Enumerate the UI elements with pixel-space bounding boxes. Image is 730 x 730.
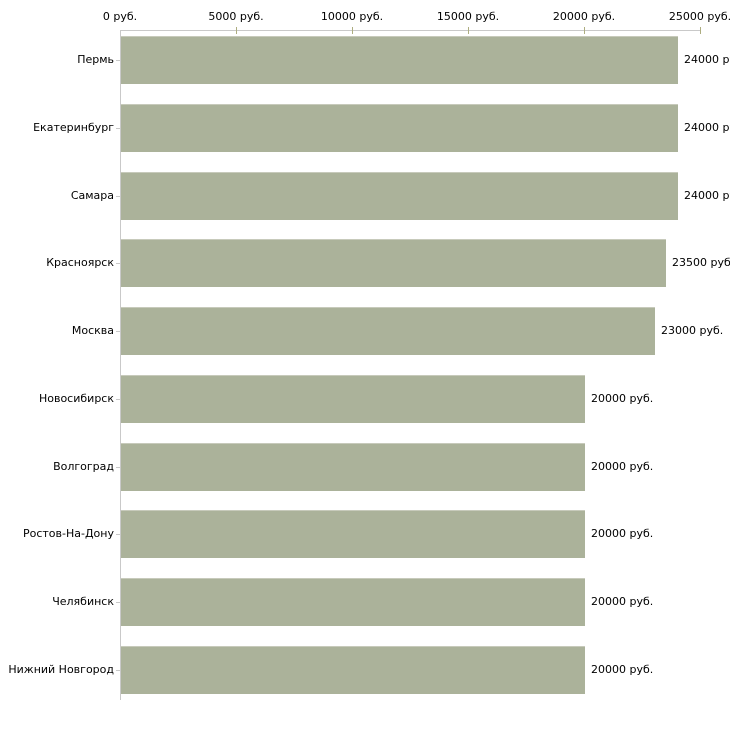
y-axis-tick xyxy=(116,128,120,129)
x-axis-tick-label: 0 руб. xyxy=(102,10,138,23)
bar-value-label: 23000 руб. xyxy=(661,324,724,337)
x-axis-tick-label: 10000 руб. xyxy=(320,10,384,23)
bar xyxy=(121,104,678,152)
bar-value-label: 24000 руб. xyxy=(684,121,730,134)
x-axis-tick-label: 5000 руб. xyxy=(208,10,264,23)
y-axis-tick xyxy=(116,467,120,468)
bar xyxy=(121,307,655,355)
bar xyxy=(121,36,678,84)
bar xyxy=(121,510,585,558)
category-label: Красноярск xyxy=(46,256,114,269)
bar-value-label: 24000 руб. xyxy=(684,189,730,202)
category-label: Москва xyxy=(71,324,114,337)
bar xyxy=(121,646,585,694)
y-axis-tick xyxy=(116,263,120,264)
x-axis-tick xyxy=(352,27,353,34)
y-axis-tick xyxy=(116,60,120,61)
x-axis-tick-label: 20000 руб. xyxy=(552,10,616,23)
bar-value-label: 23500 руб. xyxy=(672,256,730,269)
bar xyxy=(121,443,585,491)
category-label: Екатеринбург xyxy=(33,121,114,134)
category-label: Новосибирск xyxy=(38,392,114,405)
y-axis-tick xyxy=(116,534,120,535)
x-axis-tick-label: 15000 руб. xyxy=(436,10,500,23)
y-axis-tick xyxy=(116,196,120,197)
y-axis-tick xyxy=(116,331,120,332)
x-axis-tick-label: 25000 руб. xyxy=(668,10,730,23)
category-label: Самара xyxy=(70,189,114,202)
bar-value-label: 20000 руб. xyxy=(591,527,654,540)
bar-value-label: 20000 руб. xyxy=(591,460,654,473)
category-label: Нижний Новгород xyxy=(8,663,114,676)
bar-value-label: 20000 руб. xyxy=(591,392,654,405)
category-label: Пермь xyxy=(77,53,114,66)
y-axis-tick xyxy=(116,670,120,671)
x-axis-tick xyxy=(584,27,585,34)
x-axis-line xyxy=(120,30,701,31)
y-axis-tick xyxy=(116,602,120,603)
x-axis-tick xyxy=(236,27,237,34)
x-axis-tick xyxy=(700,27,701,34)
bar-value-label: 20000 руб. xyxy=(591,663,654,676)
bar xyxy=(121,375,585,423)
bar xyxy=(121,239,666,287)
bar xyxy=(121,172,678,220)
category-label: Ростов-На-Дону xyxy=(22,527,114,540)
bar-value-label: 24000 руб. xyxy=(684,53,730,66)
y-axis-line xyxy=(120,30,121,700)
x-axis-tick xyxy=(468,27,469,34)
bar xyxy=(121,578,585,626)
bar-value-label: 20000 руб. xyxy=(591,595,654,608)
y-axis-tick xyxy=(116,399,120,400)
category-label: Челябинск xyxy=(52,595,114,608)
category-label: Волгоград xyxy=(53,460,114,473)
